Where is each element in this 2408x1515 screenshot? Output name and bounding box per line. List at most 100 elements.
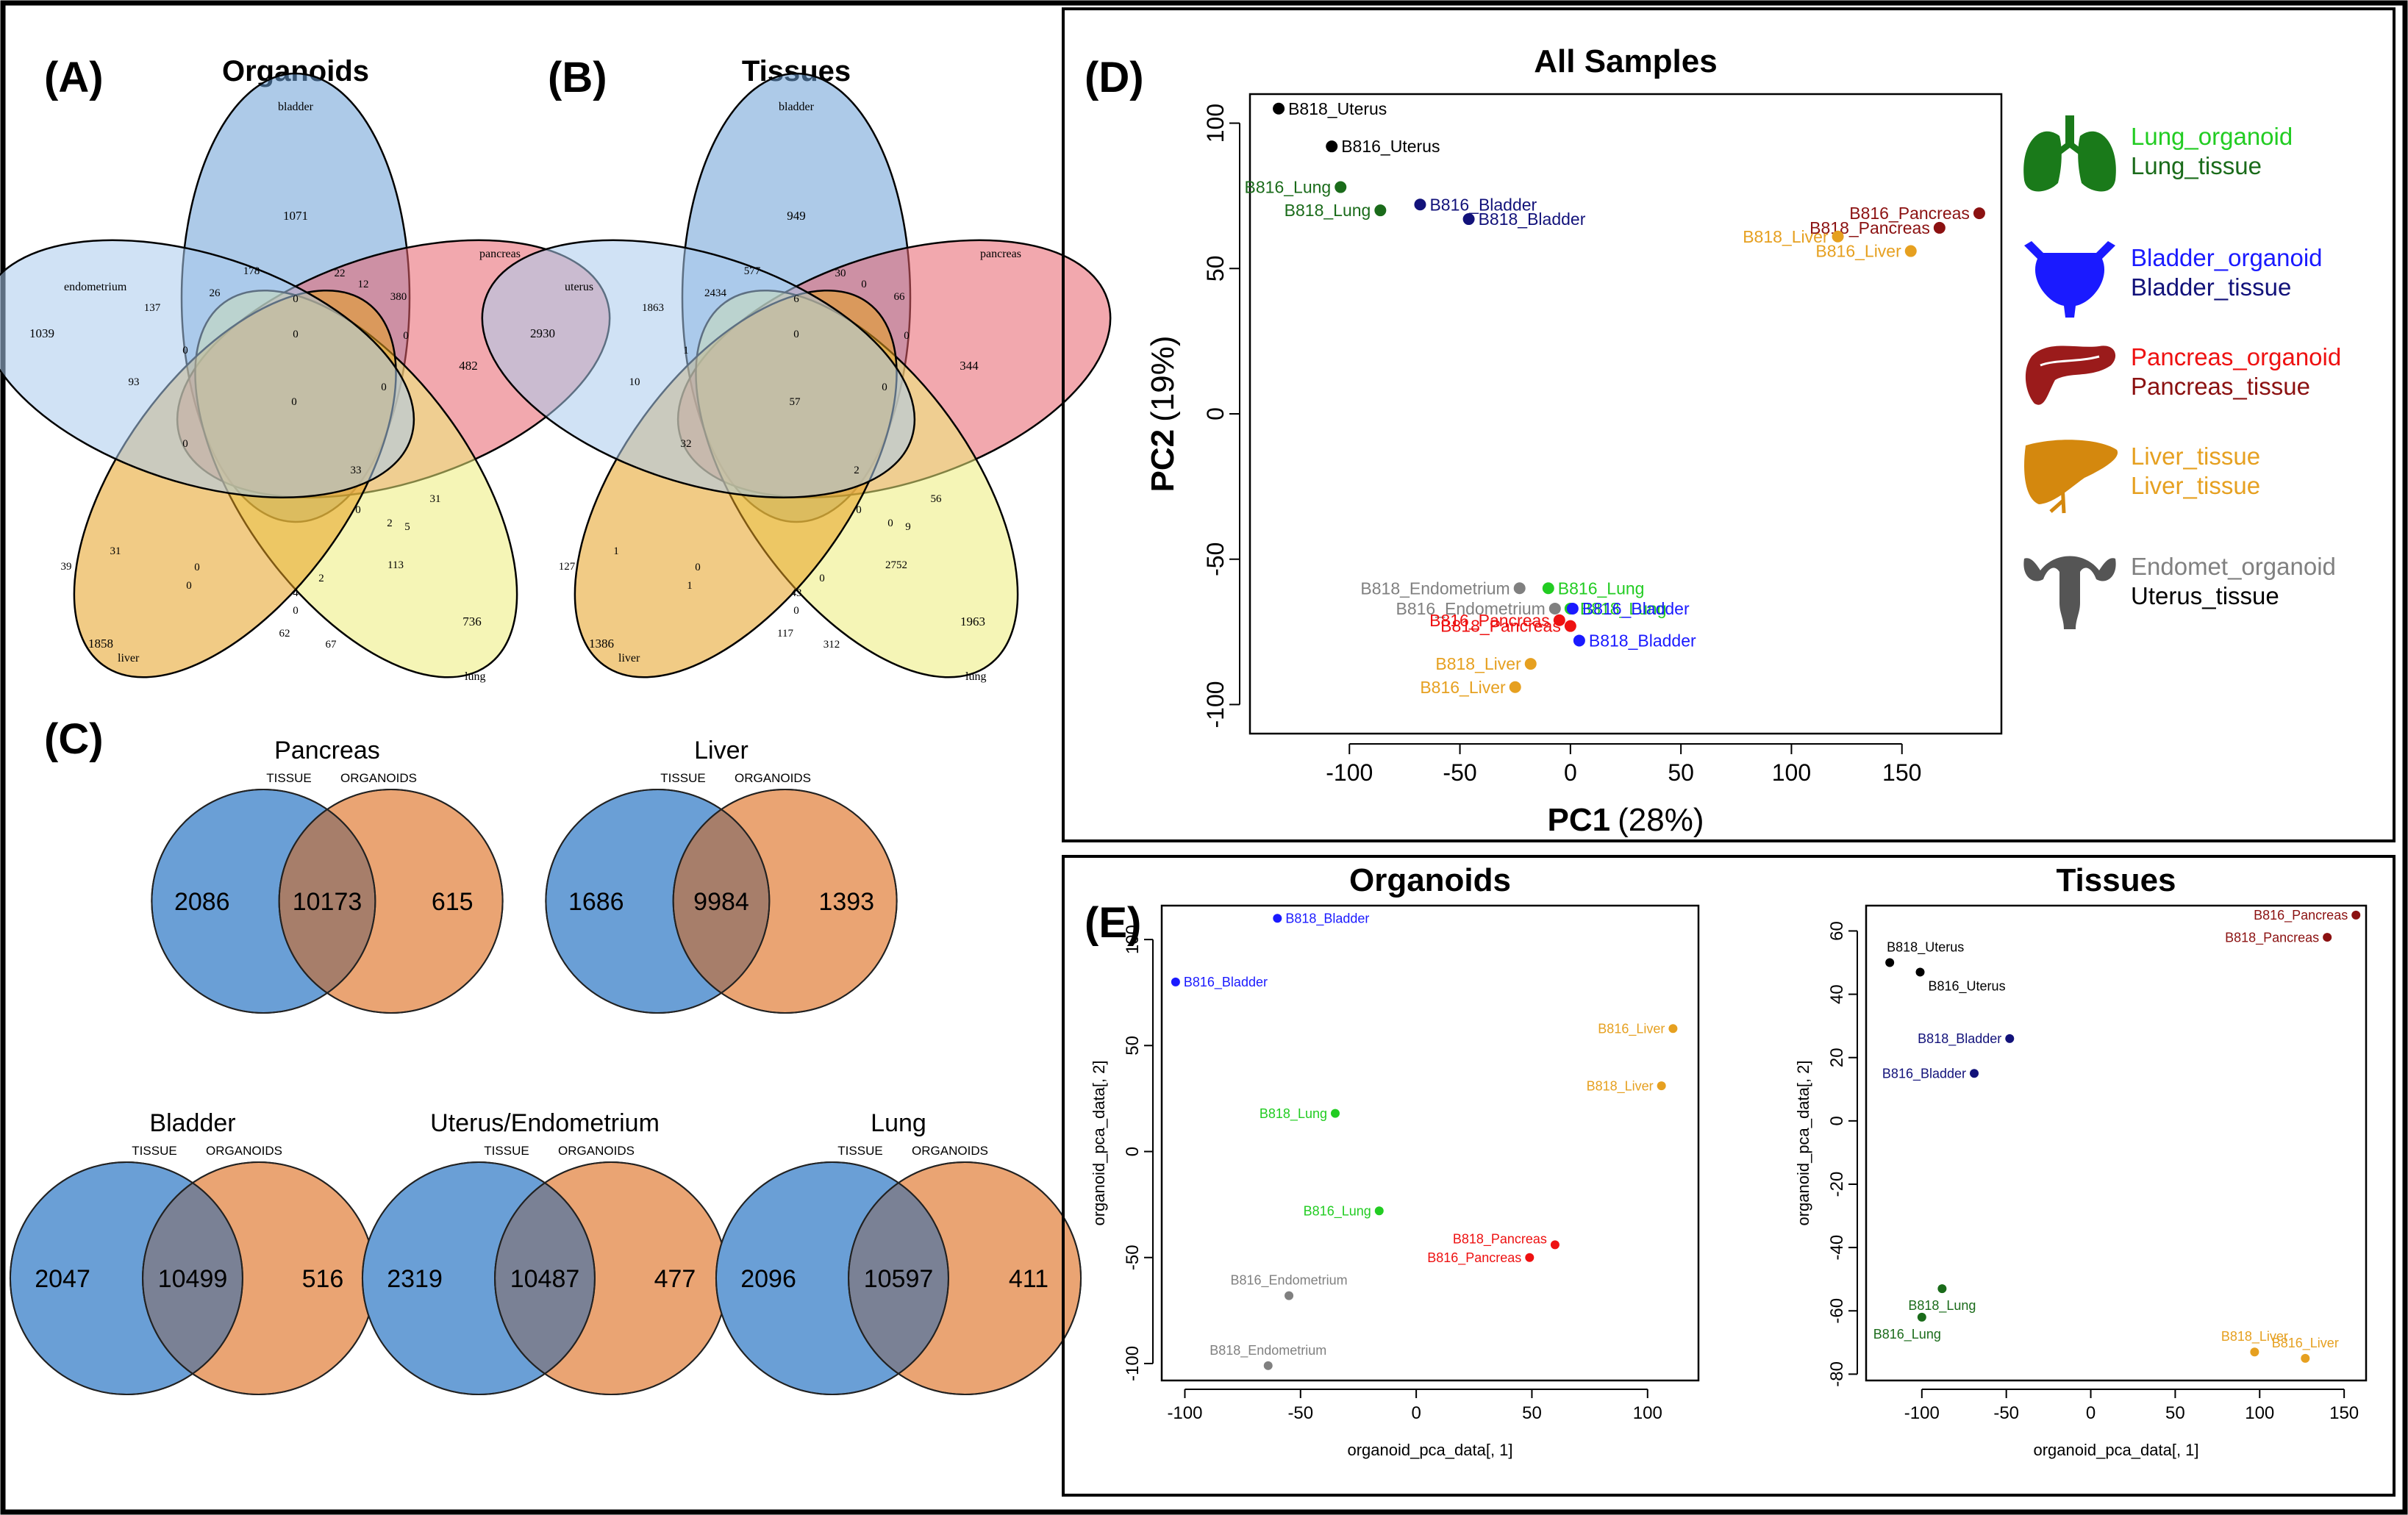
data-point-label: B816_Pancreas	[1429, 611, 1550, 630]
data-point	[1273, 102, 1285, 115]
venn5-region-value: 2	[387, 517, 393, 529]
venn2-tissue-outline	[361, 1161, 596, 1395]
venn5-ellipse-uterus	[481, 239, 916, 498]
venn5-region-value: 0	[182, 345, 188, 357]
venn5-set-label: pancreas	[479, 248, 521, 260]
venn2-title: Pancreas	[274, 737, 380, 764]
x-tick-label: -50	[1287, 1403, 1313, 1423]
panel-e-frame	[1062, 855, 2396, 1497]
venn5-region-value: 0	[861, 279, 867, 290]
venn5-region-value: 31	[110, 545, 121, 557]
venn2-tissue-label: TISSUE	[266, 771, 311, 785]
lungs-icon-shape	[2023, 131, 2062, 192]
venn2-tissue-only-value: 2096	[740, 1265, 796, 1293]
panel-d-frame	[1062, 7, 2396, 842]
y-tick-label: 0	[1123, 1147, 1143, 1156]
venn5-region-value: 1	[687, 580, 693, 592]
data-point	[1970, 1069, 1979, 1078]
venn2-organoid-outline	[848, 1161, 1082, 1395]
venn5-region-value: 1071	[283, 209, 308, 223]
venn5-region-value: 56	[931, 493, 943, 505]
data-point-label: B816_Lung	[1304, 1204, 1371, 1219]
y-tick-label: 100	[1202, 104, 1229, 143]
x-tick-label: 0	[1411, 1403, 1421, 1423]
venn5-region-value: 39	[61, 561, 72, 573]
data-point	[1668, 1024, 1678, 1034]
venn2-tissue-only-value: 2319	[387, 1265, 443, 1293]
data-point-label: B816_Lung	[1873, 1327, 1941, 1342]
x-tick-label: -100	[1904, 1403, 1940, 1423]
venn5-region-value: 113	[387, 559, 404, 571]
venn5-region-value: 5	[404, 521, 410, 533]
venn2-tissue-outline	[545, 789, 771, 1014]
data-point-label: B818_Lung	[1580, 599, 1667, 618]
data-point-label: B818_Pancreas	[1440, 617, 1561, 636]
data-point-label: B816_Uterus	[1929, 978, 2006, 994]
data-point	[2250, 1347, 2259, 1357]
venn5-tissues: Tissuesbladderpancreaslungliveruterus949…	[481, 55, 1112, 683]
data-point	[2005, 1034, 2015, 1043]
y-tick-label: -50	[1202, 542, 1229, 576]
x-tick-label: 0	[2086, 1403, 2096, 1423]
venn2-tissue-only-value: 2086	[174, 888, 230, 916]
y-axis-label: PC2 (19%)	[1145, 336, 1181, 493]
x-axis-label: PC1 (28%)	[1548, 802, 1704, 838]
venn5-region-value: 0	[381, 382, 387, 393]
data-point-label: B818_Pancreas	[1809, 218, 1930, 237]
y-tick-label: -100	[1123, 1346, 1143, 1381]
data-point	[1263, 1361, 1273, 1370]
venn2-organoids-label: ORGANOIDS	[340, 771, 417, 785]
data-point-label: B816_Uterus	[1341, 137, 1440, 156]
panel-label-e: (E)	[1085, 899, 1141, 947]
venn5-region-value: 2	[854, 465, 860, 476]
data-point-label: B818_Lung	[1260, 1106, 1327, 1122]
data-point	[1524, 658, 1537, 670]
data-point	[1374, 1206, 1384, 1216]
venn5-region-value: 736	[462, 615, 482, 628]
venn2-organoid-outline	[278, 789, 504, 1014]
venn5-region-value: 0	[194, 562, 200, 573]
venn5-region-value: 66	[894, 291, 906, 303]
x-tick-label: -100	[1167, 1403, 1202, 1423]
legend-organoid-label: Bladder_organoid	[2131, 244, 2323, 271]
venn5-region-value: 0	[186, 580, 192, 592]
y-tick-label: 50	[1123, 1036, 1143, 1056]
y-tick-label: -80	[1827, 1361, 1847, 1387]
venn5-region-value: 0	[904, 330, 910, 342]
data-point-label: B818_Bladder	[1285, 911, 1369, 927]
data-point	[1566, 602, 1579, 615]
venn2-organoid-only-value: 615	[432, 888, 474, 916]
data-point	[1548, 602, 1561, 615]
venn2-tissue-label: TISSUE	[837, 1144, 882, 1158]
bladder-icon	[2024, 241, 2115, 318]
liver-icon-shape	[2024, 440, 2118, 504]
panel-label-d: (D)	[1085, 54, 1144, 101]
venn5-region-value: 0	[793, 605, 799, 617]
pancreas-icon-shape	[2025, 345, 2116, 405]
venn5-region-value: 0	[182, 438, 188, 450]
venn5-region-value: 12	[358, 279, 369, 290]
liver-icon-shape	[2049, 483, 2066, 514]
venn5-region-value: 10	[629, 376, 640, 388]
venn5-region-value: 0	[293, 293, 299, 305]
data-point-label: B818_Lung	[1908, 1298, 1976, 1314]
data-point-label: B818_Endometrium	[1360, 579, 1510, 598]
venn5-region-value: 117	[777, 628, 793, 640]
data-point	[1462, 213, 1475, 226]
x-tick-label: 50	[2165, 1403, 2185, 1423]
x-axis-label-bold: PC1	[1548, 802, 1611, 838]
x-tick-label: 100	[2245, 1403, 2274, 1423]
data-point	[2301, 1353, 2310, 1363]
data-point	[1973, 207, 1985, 220]
plot-frame	[1248, 93, 2003, 735]
x-tick-label: 150	[2329, 1403, 2359, 1423]
venn2-organoids-label: ORGANOIDS	[735, 771, 811, 785]
x-tick-label: 0	[1564, 759, 1577, 786]
panel-label-b: (B)	[548, 54, 607, 101]
y-tick-label: 60	[1827, 921, 1847, 941]
y-axis-label-rest: (19%)	[1145, 336, 1181, 422]
venn2-bladder: Bladder TISSUE ORGANOIDS 2047 10499 516	[9, 1109, 376, 1395]
data-point	[1550, 1240, 1560, 1250]
